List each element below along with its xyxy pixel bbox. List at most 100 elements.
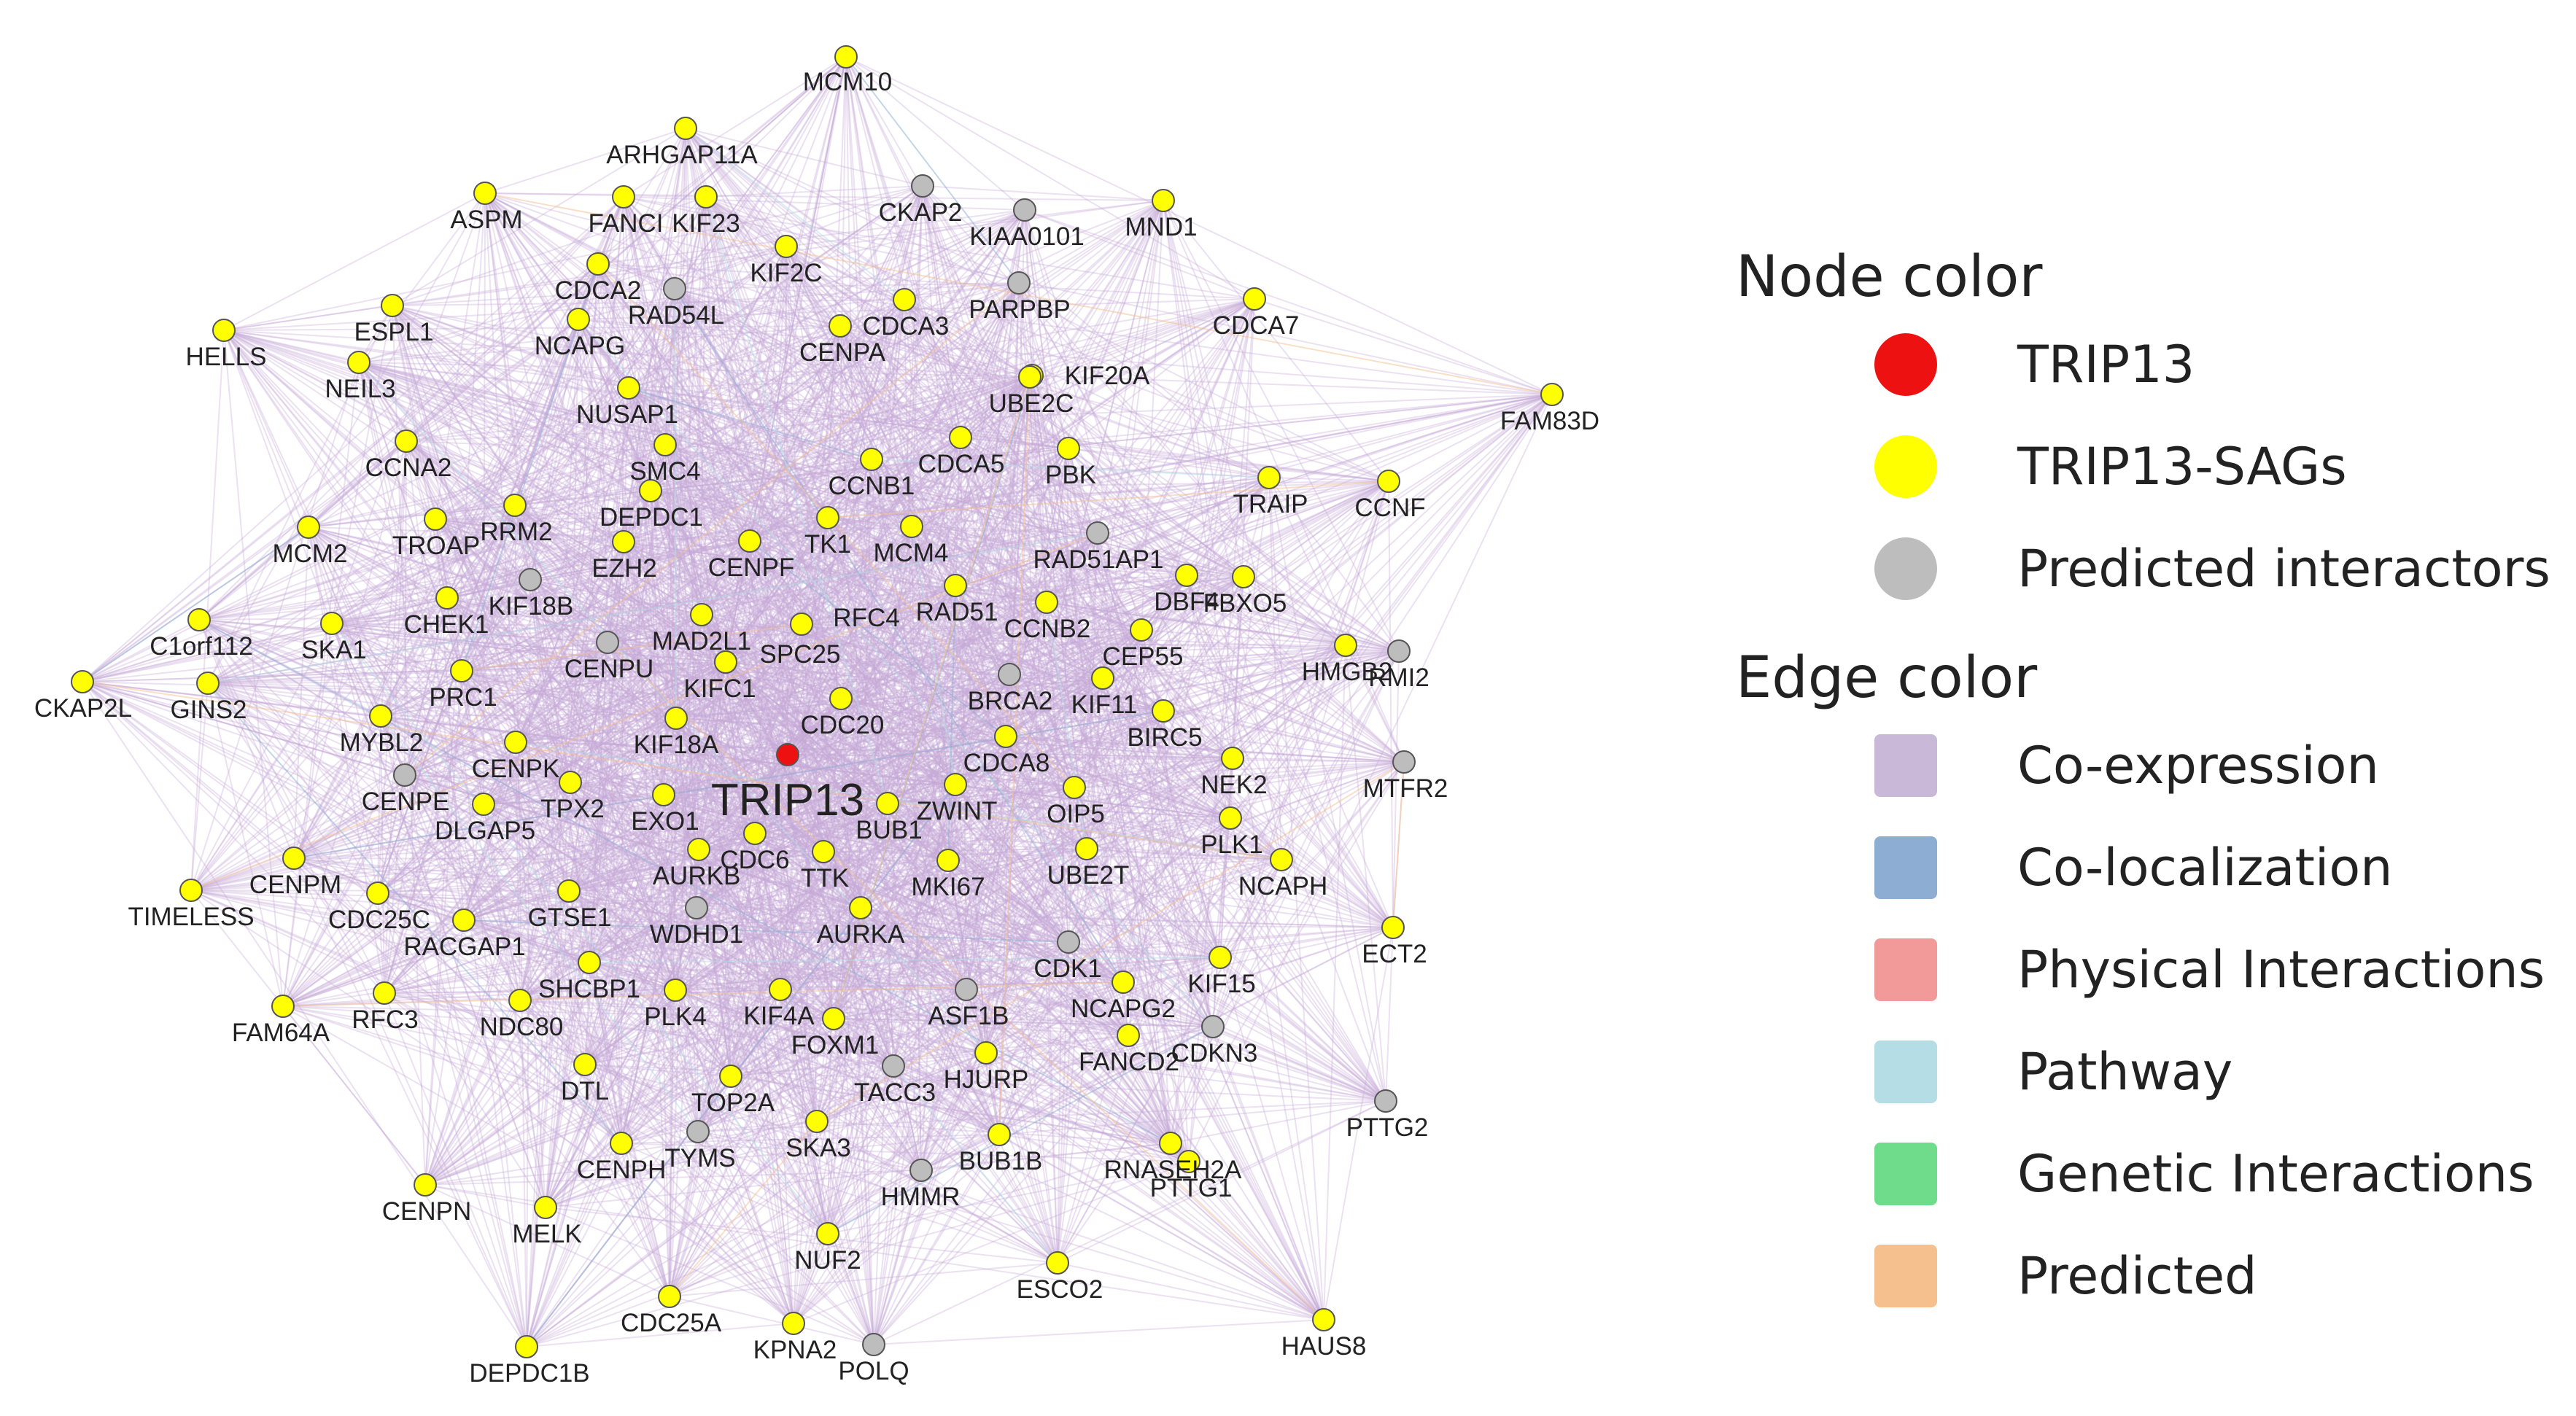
edge	[1068, 448, 1171, 1144]
node-plk4	[664, 979, 687, 1002]
edge	[833, 1018, 874, 1345]
edge	[545, 128, 686, 1208]
edge	[392, 305, 961, 438]
edge	[392, 305, 699, 850]
edge	[1005, 736, 1282, 860]
edge	[584, 376, 1031, 1065]
edge	[823, 851, 1394, 928]
legend-label: Co-expression	[2017, 736, 2379, 795]
edge	[424, 787, 1075, 1186]
edge	[801, 623, 1142, 631]
node-plk1	[1219, 806, 1242, 830]
edge	[1068, 710, 1164, 943]
edge	[685, 128, 834, 1019]
edge	[358, 362, 818, 1122]
node-wdhd1	[685, 896, 708, 919]
edge	[674, 288, 834, 1019]
edge	[190, 890, 1394, 928]
edge	[780, 758, 1233, 990]
node-kif23	[694, 185, 718, 209]
node-label: HMMR	[881, 1183, 961, 1211]
edge	[377, 892, 385, 994]
edge	[358, 362, 1233, 759]
node-polq	[862, 1333, 885, 1356]
edge	[1186, 575, 1324, 1320]
edge	[845, 56, 956, 785]
edge	[435, 518, 670, 1297]
edge	[380, 715, 956, 785]
edge	[483, 804, 697, 909]
edge	[198, 619, 295, 859]
edge	[198, 619, 406, 776]
edge	[793, 860, 949, 1324]
edge	[568, 758, 1233, 892]
edge	[584, 761, 1405, 1065]
edge	[589, 325, 841, 963]
edge	[860, 907, 1124, 983]
edge	[589, 962, 922, 1171]
edge	[1009, 282, 1020, 675]
node-label: CENPF	[708, 553, 795, 582]
node-cdca8	[994, 725, 1017, 748]
edge	[1057, 787, 1075, 1264]
edge	[985, 1052, 1386, 1102]
node-label: PLK4	[644, 1003, 707, 1031]
edge	[483, 794, 664, 805]
edge	[607, 623, 802, 643]
node-label: AURKA	[817, 920, 905, 949]
edge	[1212, 1026, 1324, 1320]
edge	[529, 579, 949, 861]
edge	[404, 282, 1020, 776]
edge	[955, 477, 1270, 586]
edge	[623, 288, 675, 542]
node-mad2l1	[690, 603, 713, 626]
edge	[960, 437, 1389, 482]
edge	[529, 540, 750, 580]
edge	[463, 919, 1394, 928]
edge	[1018, 282, 1047, 603]
edge	[1086, 761, 1405, 849]
edge	[223, 330, 608, 643]
edge	[568, 246, 787, 892]
edge	[392, 305, 516, 743]
edge	[623, 196, 794, 1324]
edge	[675, 717, 922, 1171]
edge	[331, 623, 1233, 759]
node-label: BIRC5	[1127, 723, 1202, 752]
edge	[545, 196, 707, 1208]
edge	[1268, 477, 1386, 1102]
edge	[424, 517, 829, 1186]
edge	[223, 330, 462, 672]
edge	[623, 196, 1231, 819]
edge	[380, 440, 407, 717]
node-label: TROAP	[392, 532, 481, 560]
edge	[1102, 677, 1221, 958]
edge	[223, 330, 842, 699]
edge	[607, 642, 888, 804]
node-pttg2	[1374, 1089, 1397, 1113]
node-label: HMGB2	[1302, 658, 1392, 686]
edge	[406, 440, 894, 1067]
edge	[1086, 848, 1282, 860]
node-rmi2	[1387, 639, 1411, 663]
edge	[526, 540, 750, 1347]
edge	[827, 1161, 1190, 1234]
edge	[424, 629, 1142, 1186]
edge	[607, 200, 1164, 643]
edge	[675, 459, 872, 991]
node-prc1	[450, 659, 473, 682]
edge	[484, 192, 1346, 646]
edge	[1046, 602, 1324, 1320]
node-label: UBE2T	[1047, 861, 1130, 890]
edge	[404, 394, 1553, 776]
edge	[584, 576, 1244, 1065]
edge	[840, 698, 1221, 958]
edge	[754, 481, 1389, 834]
edge	[823, 851, 1171, 1144]
edge	[282, 1005, 586, 1065]
edge	[484, 192, 699, 1132]
edge	[308, 526, 1069, 943]
edge	[584, 859, 1282, 1065]
edge	[985, 576, 1244, 1054]
